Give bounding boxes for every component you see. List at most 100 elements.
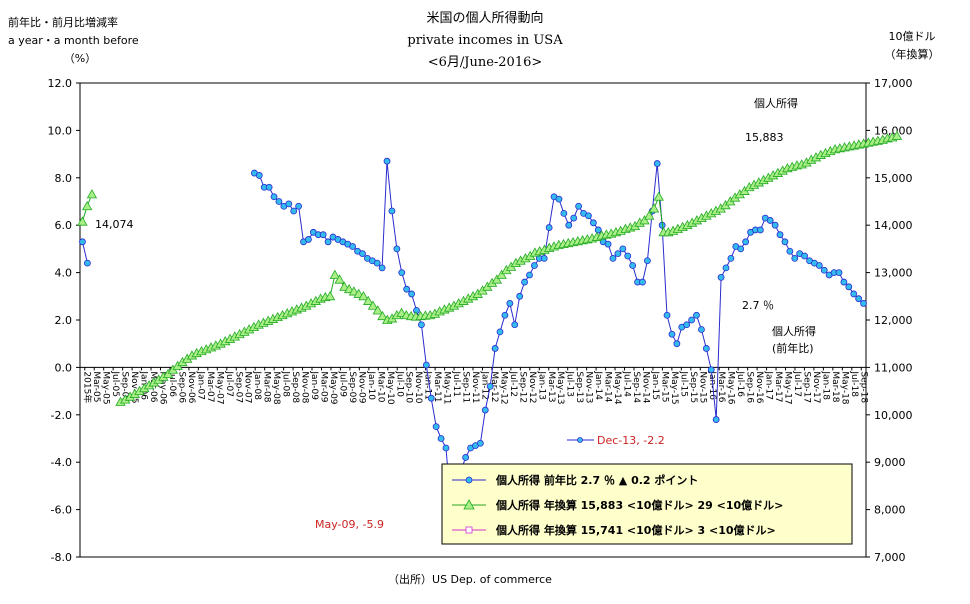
series-yoy-point <box>349 243 357 250</box>
series-yoy-point <box>609 254 617 262</box>
x-tick-label: Jan-07 <box>195 370 205 400</box>
series-yoy-point <box>383 157 391 165</box>
legend-marker-yoy <box>465 476 473 484</box>
series-yoy-point <box>378 264 386 272</box>
series-yoy-point <box>290 207 298 215</box>
x-tick-label: Jan-11 <box>423 370 433 400</box>
y-right-tick-label: 17,000 <box>874 77 913 90</box>
series-yoy-point <box>511 321 519 329</box>
series-yoy-point <box>255 172 263 179</box>
x-tick-label: Nov-10 <box>413 371 423 403</box>
y-right-tick-label: 15,000 <box>874 172 913 185</box>
y-left-label-line1: 前年比・前月比増減率 <box>8 15 118 29</box>
x-tick-label: Mar-07 <box>205 371 215 402</box>
series-yoy-point <box>781 238 789 246</box>
series-yoy-point <box>359 250 366 258</box>
legend-box <box>441 463 853 545</box>
series-yoy-point <box>717 273 725 281</box>
series-level-point <box>343 283 355 294</box>
series-level-point <box>329 269 341 279</box>
series-yoy-point <box>727 254 735 262</box>
series-yoy-point <box>442 444 450 452</box>
x-tick-label: May-10 <box>385 371 395 404</box>
series-yoy-point <box>668 330 676 338</box>
x-tick-label: Nov-05 <box>129 371 139 403</box>
x-tick-label: May-07 <box>214 371 224 404</box>
series-yoy-point <box>742 238 750 246</box>
x-tick-label: Jan-08 <box>252 370 262 400</box>
series-yoy-point <box>491 345 499 352</box>
series-yoy-point <box>506 300 514 307</box>
x-tick-label: Mar-10 <box>375 371 385 402</box>
x-tick-label: Sep-11 <box>461 371 471 403</box>
x-tick-label: Mar-14 <box>603 371 613 402</box>
y-left-tick-label: 10.0 <box>48 124 73 137</box>
series-yoy-point <box>786 247 794 255</box>
y-right-label-line2: （年換算） <box>885 47 940 61</box>
legend-marker-level-prev <box>465 526 473 534</box>
series-level-point <box>891 130 903 140</box>
series-yoy-point <box>560 209 568 217</box>
series-yoy-point <box>388 207 396 215</box>
x-tick-label: May-08 <box>271 371 281 404</box>
series-yoy-point <box>855 295 863 303</box>
x-tick-label: Jul-18 <box>849 370 859 397</box>
legend-marker-level <box>463 499 475 510</box>
series-yoy-point <box>501 311 509 319</box>
y-right-tick-label: 8,000 <box>874 504 906 517</box>
series-yoy-point <box>319 231 327 239</box>
x-tick-label: Jul-14 <box>622 370 632 397</box>
series-yoy-point <box>639 278 646 286</box>
series-yoy-point <box>476 439 484 447</box>
x-tick-label: Jan-16 <box>707 370 717 400</box>
series-yoy-point <box>673 340 681 348</box>
x-tick-label: Sep-08 <box>290 371 300 403</box>
x-tick-label: May-06 <box>157 371 167 404</box>
series-layer <box>77 130 903 512</box>
x-tick-label: Nov-08 <box>300 371 310 403</box>
y-left-tick-label: -2.0 <box>51 409 72 422</box>
x-tick-label: Mar-13 <box>546 371 556 402</box>
series-yoy-point <box>712 416 720 423</box>
series-yoy-point <box>643 257 651 265</box>
series-yoy-point <box>801 252 808 260</box>
series-yoy-point <box>756 226 764 234</box>
series-yoy-point <box>270 193 278 201</box>
series-level-point <box>334 274 345 284</box>
x-tick-label: May-13 <box>555 371 565 404</box>
y-left-tick-label: -4.0 <box>51 456 72 469</box>
x-tick-label: Jul-09 <box>337 370 347 397</box>
annotation-end-level: 15,883 <box>745 131 784 144</box>
x-tick-label: Sep-13 <box>574 371 584 403</box>
series-yoy-point <box>275 198 283 205</box>
y-left-tick-label: 6.0 <box>55 219 73 232</box>
series-yoy-point <box>555 195 563 203</box>
x-tick-label: Mar-16 <box>716 371 726 402</box>
series-level-point <box>81 200 93 211</box>
x-tick-label: Sep-09 <box>347 371 357 403</box>
legend-entry-level: 個人所得 年換算 15,883 <10億ドル> 29 <10億ドル> <box>452 498 783 512</box>
legend-entry-yoy: 個人所得 前年比 2.7 ％ ▲ 0.2 ポイント <box>452 473 698 487</box>
series-yoy-point <box>521 278 528 286</box>
legend-entry-level-prev: 個人所得 年換算 15,741 <10億ドル> 3 <10億ドル> <box>452 523 776 537</box>
series-yoy-point <box>422 361 430 369</box>
series-yoy-point <box>486 382 494 390</box>
series-yoy-point <box>683 321 691 329</box>
annotation-end-yoy: 2.7 ％ <box>742 299 774 312</box>
series-yoy-point <box>324 238 332 246</box>
x-tick-label: Nov-11 <box>470 371 480 403</box>
series-level-point <box>353 288 364 298</box>
x-tick-label: Jul-05 <box>110 370 120 397</box>
x-tick-label: Mar-17 <box>773 371 783 402</box>
annotation-min2013: Dec-13, -2.2 <box>597 434 665 447</box>
x-tick-label: Jul-12 <box>508 370 518 397</box>
x-tick-label: Jul-17 <box>792 370 802 397</box>
x-tick-label: Jan-09 <box>309 370 319 400</box>
x-tick-label: Jul-06 <box>167 370 177 397</box>
series-yoy-point <box>850 290 858 298</box>
series-level-point <box>639 215 650 225</box>
series-yoy-point <box>83 259 91 267</box>
series-yoy-point <box>418 321 425 329</box>
annotation-min2009: May-09, -5.9 <box>315 518 384 531</box>
